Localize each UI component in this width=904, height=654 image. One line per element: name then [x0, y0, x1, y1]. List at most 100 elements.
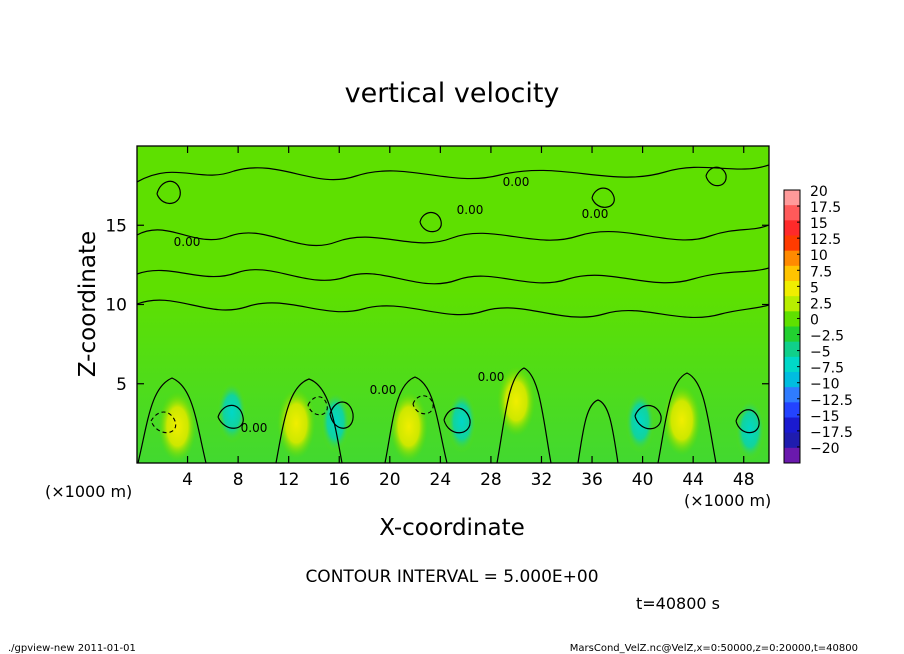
- colorbar-swatch: [784, 402, 800, 418]
- x-tick-label: 8: [233, 470, 244, 490]
- colorbar-swatch: [784, 432, 800, 449]
- y-tick-label: 15: [105, 216, 127, 236]
- colorbar-swatch: [784, 205, 800, 221]
- x-unit-label-left: (×1000 m): [45, 482, 132, 501]
- x-tick-label: 16: [328, 470, 350, 490]
- negative-contour-line: [150, 411, 177, 434]
- colorbar-label: 12.5: [810, 232, 841, 248]
- contour-line: [735, 409, 760, 434]
- contour-line: [137, 299, 769, 318]
- colorbar-label: −20: [810, 441, 840, 457]
- contour-label: 0.00: [503, 175, 530, 189]
- colorbar-label: −7.5: [810, 361, 844, 377]
- contour-line: [217, 404, 244, 429]
- colorbar-label: −15: [810, 409, 840, 425]
- x-tick-label: 20: [379, 470, 401, 490]
- x-tick-label: 40: [632, 470, 654, 490]
- chart-title: vertical velocity: [345, 78, 560, 109]
- negative-contour-line: [412, 395, 434, 415]
- contour-line: [657, 372, 717, 463]
- x-tick-label: 36: [581, 470, 603, 490]
- colorbar-swatch: [784, 296, 800, 312]
- contour-line: [137, 164, 769, 183]
- colorbar-label: 20: [810, 184, 828, 200]
- downdraft-core: [625, 390, 656, 453]
- colorbar-label: −17.5: [810, 425, 853, 441]
- colorbar: 2017.51512.5107.552.50−2.5−5−7.5−10−12.5…: [783, 184, 853, 464]
- contour-line: [577, 399, 619, 463]
- updraft-core: [277, 388, 316, 459]
- contour-label: 0.00: [174, 235, 201, 249]
- contour-line: [591, 187, 615, 208]
- contour-label: 0.00: [582, 207, 609, 221]
- colorbar-swatch: [784, 250, 800, 267]
- colorbar-swatch: [784, 281, 800, 297]
- x-unit-label-right: (×1000 m): [684, 491, 771, 510]
- x-tick-label: 48: [733, 470, 755, 490]
- colorbar-frame: [783, 189, 801, 464]
- downdraft-core: [735, 398, 766, 461]
- contour-line: [384, 376, 448, 463]
- updraft-core: [662, 385, 701, 456]
- features-layer: [158, 366, 766, 462]
- plot-area: 0.00 0.00 0.00 0.00 0.00 0.00 0.00: [137, 146, 769, 463]
- contour-line: [137, 224, 769, 247]
- contour-label: 0.00: [241, 421, 268, 435]
- contour-line: [137, 377, 207, 463]
- downdraft-core: [320, 390, 351, 453]
- y-axis-label: Z-coordinate: [75, 231, 101, 377]
- contour-line: [634, 404, 662, 430]
- colorbar-label: 15: [810, 216, 828, 232]
- contour-label: 0.00: [370, 383, 397, 397]
- contour-line: [329, 401, 354, 429]
- y-axis-ticks: 5 10 15: [105, 216, 769, 395]
- colorbar-label: 0: [810, 312, 819, 328]
- contour-label-layer: 0.00 0.00 0.00 0.00 0.00 0.00 0.00: [174, 175, 609, 435]
- colorbar-swatch: [784, 220, 800, 236]
- contour-line: [443, 407, 471, 434]
- updraft-core: [158, 391, 197, 462]
- colorbar-label: −12.5: [810, 393, 853, 409]
- contour-line: [137, 267, 769, 285]
- colorbar-swatch: [784, 447, 800, 464]
- x-axis-label: X-coordinate: [379, 515, 525, 541]
- contour-line: [496, 367, 552, 463]
- colorbar-swatch: [784, 372, 800, 388]
- colorbar-label: −10: [810, 377, 840, 393]
- colorbar-swatch: [784, 311, 800, 327]
- x-tick-label: 44: [682, 470, 704, 490]
- contour-line: [275, 378, 343, 463]
- x-tick-label: 24: [430, 470, 452, 490]
- contour-label: 0.00: [457, 203, 484, 217]
- x-tick-label: 4: [182, 470, 193, 490]
- x-tick-label: 12: [278, 470, 300, 490]
- downdraft-core: [216, 381, 247, 444]
- x-axis-ticks: 4 8 12 16 20 24 28 32 36 40 44 48: [182, 146, 755, 490]
- colorbar-swatch: [784, 235, 800, 252]
- colorbar-swatch: [784, 190, 800, 206]
- updraft-core: [389, 391, 428, 462]
- negative-contour-line: [307, 396, 328, 416]
- colorbar-swatch: [784, 265, 800, 282]
- contours-layer: [137, 164, 769, 463]
- x-tick-label: 32: [531, 470, 553, 490]
- colorbar-swatch: [784, 326, 800, 343]
- contour-line: [705, 166, 727, 187]
- colorbar-label: −5: [810, 345, 831, 361]
- colorbar-swatch: [784, 341, 800, 358]
- colorbar-label: 7.5: [810, 264, 832, 280]
- colorbar-swatch: [784, 387, 800, 403]
- contour-interval-text: CONTOUR INTERVAL = 5.000E+00: [305, 567, 598, 587]
- right-footer-note: MarsCond_VelZ.nc@VelZ,x=0:50000,z=0:2000…: [570, 643, 858, 654]
- colorbar-label: 10: [810, 248, 828, 264]
- y-tick-label: 10: [105, 296, 127, 316]
- left-footer-note: ./gpview-new 2011-01-01: [8, 643, 136, 654]
- y-tick-label: 5: [116, 375, 127, 395]
- contour-line: [156, 180, 181, 204]
- colorbar-label: 17.5: [810, 200, 841, 216]
- time-text: t=40800 s: [636, 594, 720, 613]
- updraft-core: [497, 366, 536, 437]
- downdraft-core: [446, 390, 477, 453]
- colorbar-swatch: [784, 417, 800, 434]
